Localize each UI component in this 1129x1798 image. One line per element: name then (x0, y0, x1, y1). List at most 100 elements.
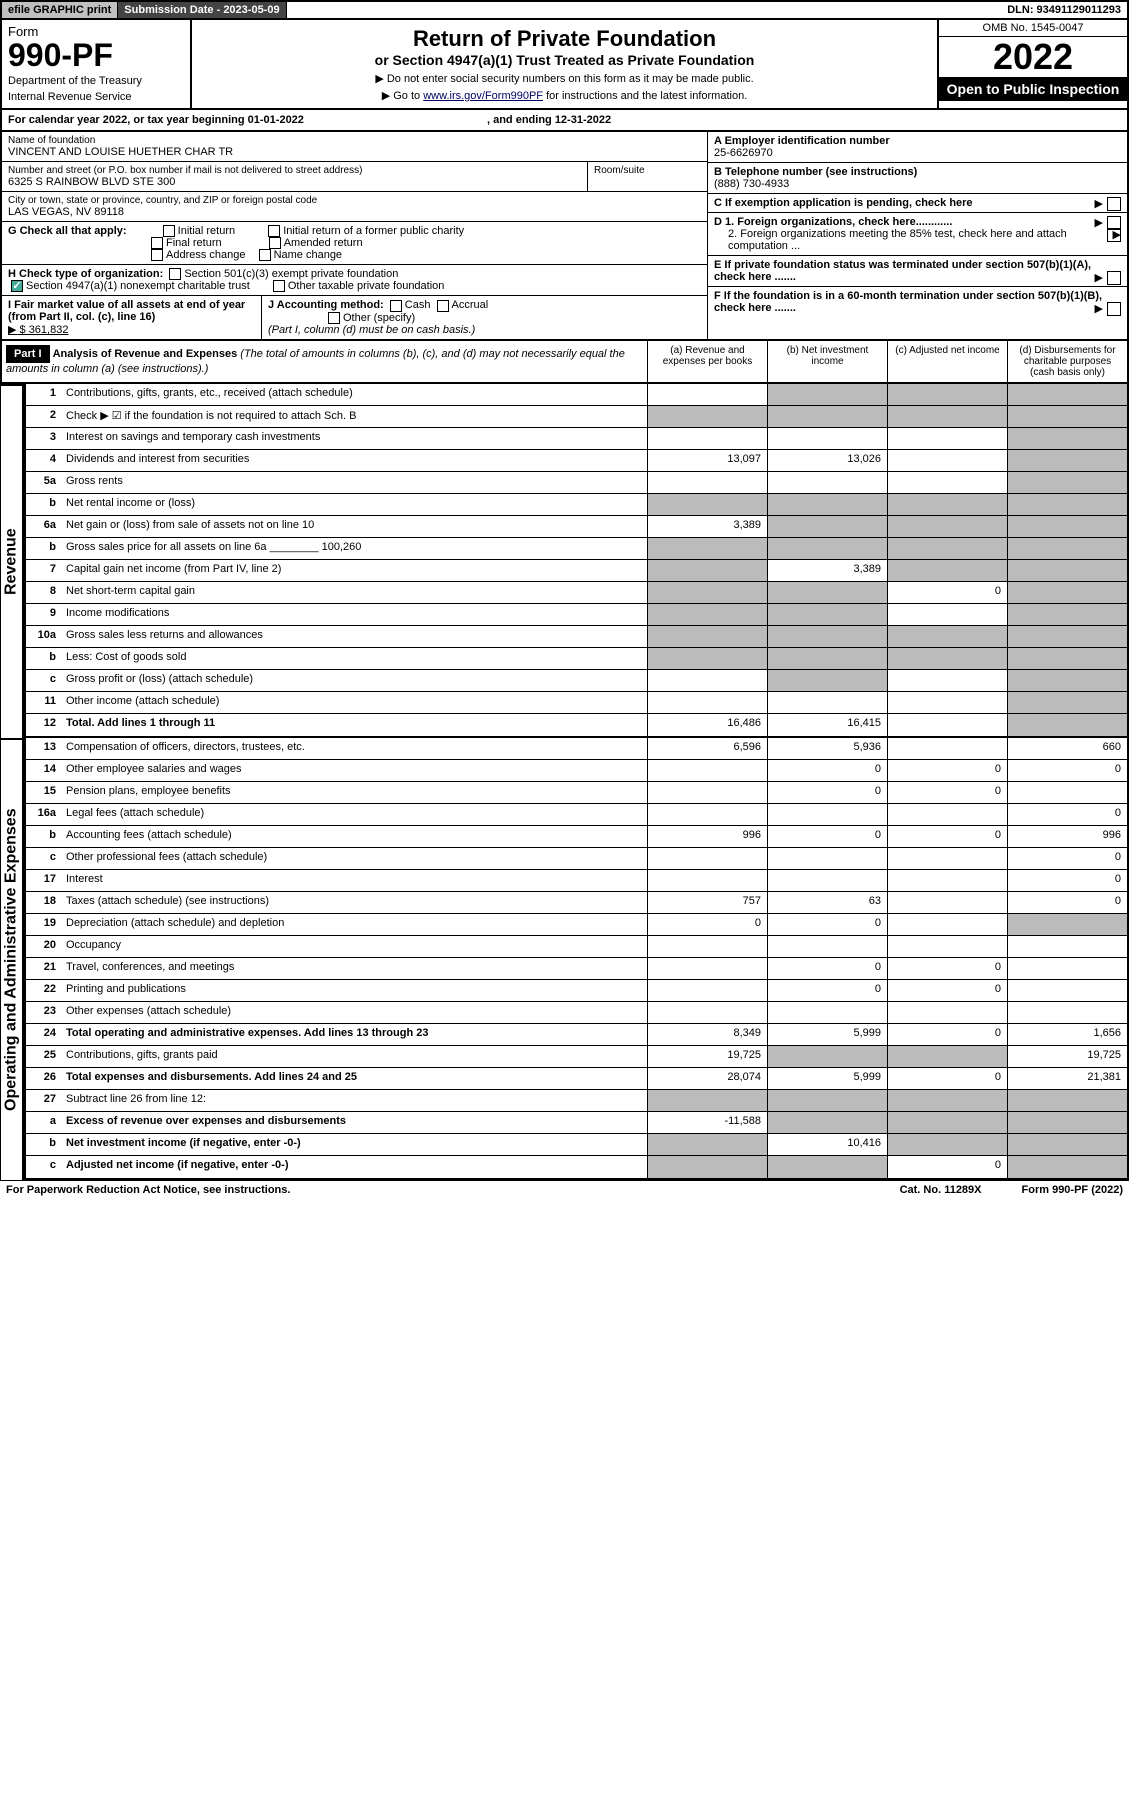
line-desc: Other expenses (attach schedule) (62, 1002, 647, 1023)
line-number: b (26, 826, 62, 847)
accrual-checkbox[interactable] (437, 300, 449, 312)
e-checkbox[interactable] (1107, 271, 1121, 285)
address-change-checkbox[interactable] (151, 249, 163, 261)
amount-cell: 19,725 (1007, 1046, 1127, 1067)
table-row: 6aNet gain or (loss) from sale of assets… (26, 516, 1127, 538)
submission-date: Submission Date - 2023-05-09 (118, 2, 286, 18)
amount-cell: 0 (1007, 892, 1127, 913)
dept-treasury: Department of the Treasury (8, 75, 184, 87)
501c3-checkbox[interactable] (169, 268, 181, 280)
table-row: 8Net short-term capital gain0 (26, 582, 1127, 604)
c-checkbox[interactable] (1107, 197, 1121, 211)
table-row: 14Other employee salaries and wages000 (26, 760, 1127, 782)
top-bar: efile GRAPHIC print Submission Date - 20… (0, 0, 1129, 20)
d2-label: 2. Foreign organizations meeting the 85%… (714, 228, 1121, 252)
amount-cell (887, 626, 1007, 647)
amount-cell: 0 (767, 914, 887, 935)
revenue-table: 1Contributions, gifts, grants, etc., rec… (24, 384, 1129, 738)
cal-end: , and ending 12-31-2022 (487, 114, 611, 126)
amount-cell (1007, 626, 1127, 647)
amount-cell: 0 (1007, 760, 1127, 781)
amount-cell (887, 1046, 1007, 1067)
amount-cell (887, 428, 1007, 449)
line-desc: Dividends and interest from securities (62, 450, 647, 471)
amount-cell (1007, 648, 1127, 669)
form990pf-link[interactable]: www.irs.gov/Form990PF (423, 90, 543, 102)
f-checkbox[interactable] (1107, 302, 1121, 316)
table-row: cOther professional fees (attach schedul… (26, 848, 1127, 870)
table-row: 16aLegal fees (attach schedule)0 (26, 804, 1127, 826)
amount-cell (767, 472, 887, 493)
amount-cell (767, 870, 887, 891)
amount-cell: 8,349 (647, 1024, 767, 1045)
entity-info: Name of foundation VINCENT AND LOUISE HU… (0, 132, 1129, 341)
line-desc: Subtract line 26 from line 12: (62, 1090, 647, 1111)
dln: DLN: 93491129011293 (1001, 2, 1127, 18)
goto-prefix: ▶ Go to (382, 90, 423, 102)
line-desc: Printing and publications (62, 980, 647, 1001)
table-row: bNet rental income or (loss) (26, 494, 1127, 516)
line-desc: Legal fees (attach schedule) (62, 804, 647, 825)
table-row: 20Occupancy (26, 936, 1127, 958)
amount-cell: 0 (767, 782, 887, 803)
amount-cell (1007, 1134, 1127, 1155)
amount-cell (1007, 692, 1127, 713)
amount-cell (647, 582, 767, 603)
initial-return-checkbox[interactable] (163, 225, 175, 237)
open-public-badge: Open to Public Inspection (939, 77, 1127, 101)
amount-cell (647, 1002, 767, 1023)
amount-cell (887, 406, 1007, 427)
fmv-value: ▶ $ 361,832 (8, 324, 68, 336)
amount-cell (647, 980, 767, 1001)
amount-cell: 0 (1007, 870, 1127, 891)
amount-cell (647, 958, 767, 979)
line-number: 2 (26, 406, 62, 427)
line-desc: Travel, conferences, and meetings (62, 958, 647, 979)
4947a1-checkbox[interactable] (11, 280, 23, 292)
line-desc: Total operating and administrative expen… (62, 1024, 647, 1045)
amount-cell: 13,097 (647, 450, 767, 471)
table-row: 25Contributions, gifts, grants paid19,72… (26, 1046, 1127, 1068)
amount-cell (887, 384, 1007, 405)
amount-cell (767, 1156, 887, 1178)
table-row: cGross profit or (loss) (attach schedule… (26, 670, 1127, 692)
line-desc: Gross rents (62, 472, 647, 493)
amended-return-checkbox[interactable] (269, 237, 281, 249)
amount-cell: 0 (887, 826, 1007, 847)
amount-cell (767, 848, 887, 869)
amount-cell (887, 560, 1007, 581)
name-change-checkbox[interactable] (259, 249, 271, 261)
room-label: Room/suite (594, 165, 701, 176)
amount-cell (767, 692, 887, 713)
efile-print-button[interactable]: efile GRAPHIC print (2, 2, 118, 18)
amount-cell (887, 804, 1007, 825)
former-charity-checkbox[interactable] (268, 225, 280, 237)
final-return-checkbox[interactable] (151, 237, 163, 249)
cash-checkbox[interactable] (390, 300, 402, 312)
amount-cell: 0 (887, 980, 1007, 1001)
amount-cell: 0 (767, 760, 887, 781)
line-desc: Capital gain net income (from Part IV, l… (62, 560, 647, 581)
line-number: 22 (26, 980, 62, 1001)
other-method-checkbox[interactable] (328, 312, 340, 324)
line-number: b (26, 1134, 62, 1155)
amount-cell (767, 1090, 887, 1111)
table-row: 7Capital gain net income (from Part IV, … (26, 560, 1127, 582)
cal-begin: For calendar year 2022, or tax year begi… (8, 114, 304, 126)
city-state-zip: LAS VEGAS, NV 89118 (8, 206, 701, 218)
amount-cell (1007, 1002, 1127, 1023)
table-row: 27Subtract line 26 from line 12: (26, 1090, 1127, 1112)
line-number: 19 (26, 914, 62, 935)
amount-cell (1007, 384, 1127, 405)
line-desc: Gross profit or (loss) (attach schedule) (62, 670, 647, 691)
former-charity-label: Initial return of a former public charit… (283, 225, 464, 237)
line-desc: Contributions, gifts, grants, etc., rece… (62, 384, 647, 405)
amount-cell (647, 1156, 767, 1178)
line-number: 4 (26, 450, 62, 471)
line-number: b (26, 494, 62, 515)
irs-label: Internal Revenue Service (8, 91, 184, 103)
amount-cell (647, 494, 767, 515)
table-row: 10aGross sales less returns and allowanc… (26, 626, 1127, 648)
paperwork-notice: For Paperwork Reduction Act Notice, see … (6, 1184, 290, 1196)
other-taxable-checkbox[interactable] (273, 280, 285, 292)
